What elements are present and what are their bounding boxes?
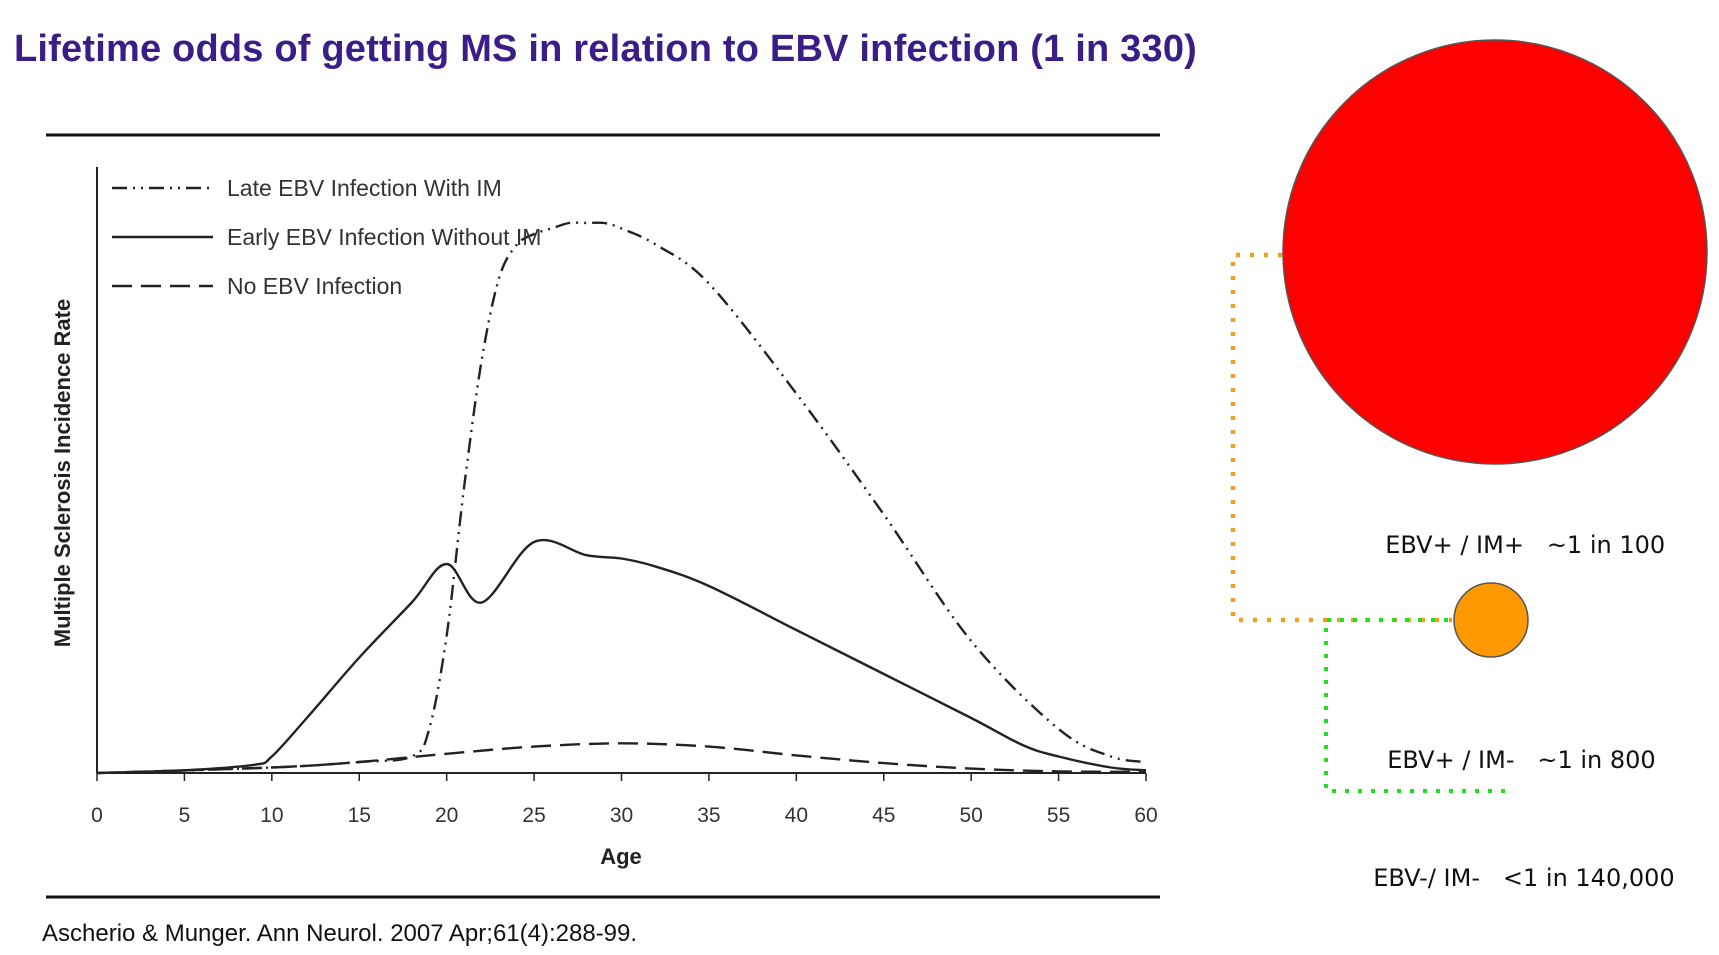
series-line-early-ebv-infection-without-im — [96, 538, 1147, 775]
y-axis-title: Multiple Sclerosis Incidence Rate — [50, 299, 75, 647]
x-tick-label: 35 — [697, 804, 720, 827]
x-tick-label: 40 — [785, 804, 808, 827]
x-ticks: 0 5 10 15 20 25 30 35 40 45 50 55 60 — [91, 773, 1158, 827]
x-tick-label: 5 — [179, 804, 191, 827]
ebv-pos-im-pos-label: EBV+ / IM+ ~1 in 100 — [1370, 503, 1665, 559]
ebv-pos-im-pos-odds: ~1 in 100 — [1546, 531, 1666, 559]
risk-diagram — [1230, 39, 1708, 793]
plot-area: 0 5 10 15 20 25 30 35 40 45 50 55 60 Age Multiple Sc… — [50, 167, 1158, 869]
legend-label-early-ebv-infection-without-im: Early EBV Infection Without IM — [227, 224, 541, 250]
x-tick-label: 50 — [959, 804, 982, 827]
ebv-neg-im-neg-odds: <1 in 140,000 — [1502, 864, 1675, 892]
x-tick-label: 60 — [1134, 804, 1157, 827]
ebv-pos-im-neg-circle — [1453, 582, 1529, 658]
ebv-pos-im-neg-odds: ~1 in 800 — [1537, 746, 1656, 774]
ebv-pos-im-neg-group: EBV+ / IM- — [1387, 746, 1515, 774]
ebv-neg-im-neg-label: EBV-/ IM- <1 in 140,000 — [1358, 836, 1675, 892]
citation: Ascherio & Munger. Ann Neurol. 2007 Apr;… — [42, 920, 638, 947]
slide-title: Lifetime odds of getting MS in relation … — [14, 28, 1198, 70]
ebv-pos-im-pos-group: EBV+ / IM+ — [1385, 531, 1524, 559]
x-tick-label: 30 — [610, 804, 633, 827]
x-tick-label: 0 — [91, 804, 103, 827]
x-tick-label: 10 — [260, 804, 283, 827]
legend-label-no-ebv-infection: No EBV Infection — [227, 273, 402, 299]
ebv-neg-im-neg-group: EBV-/ IM- — [1373, 864, 1480, 892]
x-tick-label: 20 — [435, 804, 458, 827]
x-tick-label: 25 — [522, 804, 545, 827]
legend: Late EBV Infection With IM Early EBV Infe… — [112, 175, 541, 299]
legend-label-late-ebv-infection-with-im: Late EBV Infection With IM — [227, 175, 502, 201]
series-lines — [96, 221, 1147, 775]
x-tick-label: 15 — [348, 804, 371, 827]
x-axis-title: Age — [600, 844, 642, 869]
x-tick-label: 45 — [872, 804, 895, 827]
series-line-late-ebv-infection-with-im — [96, 221, 1147, 775]
x-tick-label: 55 — [1047, 804, 1070, 827]
series-line-no-ebv-infection — [96, 742, 1147, 775]
ebv-pos-im-neg-label: EBV+ / IM- ~1 in 800 — [1372, 718, 1656, 774]
ebv-pos-im-pos-circle — [1282, 39, 1708, 465]
